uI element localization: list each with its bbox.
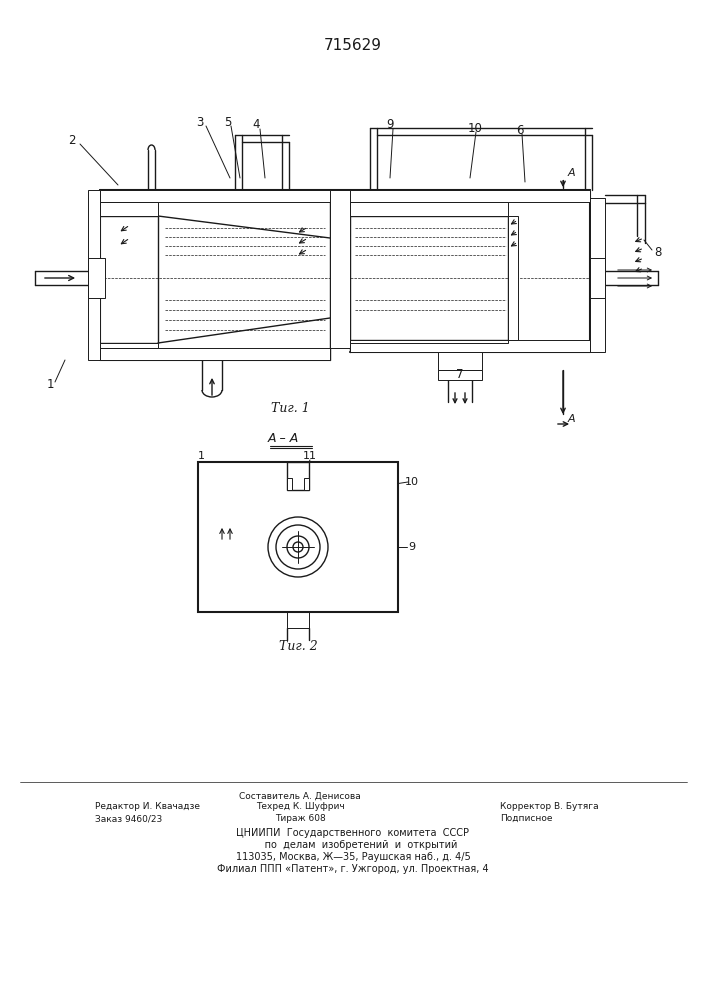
Bar bbox=[287, 462, 309, 490]
Bar bbox=[88, 190, 100, 360]
Text: 9: 9 bbox=[386, 118, 394, 131]
Bar bbox=[198, 462, 398, 612]
Text: Техред К. Шуфрич: Техред К. Шуфрич bbox=[256, 802, 344, 811]
Bar bbox=[88, 258, 105, 298]
Text: Τиг. 1: Τиг. 1 bbox=[271, 402, 310, 415]
Bar bbox=[198, 462, 398, 478]
Text: Тираж 608: Тираж 608 bbox=[274, 814, 325, 823]
Bar bbox=[438, 352, 482, 370]
Bar bbox=[350, 202, 508, 216]
Bar bbox=[438, 370, 482, 380]
Bar bbox=[304, 478, 309, 490]
Text: 6: 6 bbox=[516, 123, 524, 136]
Text: Τиг. 2: Τиг. 2 bbox=[279, 640, 317, 653]
Bar bbox=[330, 190, 350, 348]
Text: A – A: A – A bbox=[267, 432, 298, 445]
Text: 2: 2 bbox=[69, 133, 76, 146]
Text: 11: 11 bbox=[303, 451, 317, 461]
Circle shape bbox=[287, 536, 309, 558]
Bar bbox=[88, 190, 100, 360]
Bar bbox=[508, 216, 518, 340]
Bar bbox=[100, 343, 158, 348]
Bar bbox=[100, 190, 590, 202]
Bar bbox=[590, 258, 605, 298]
Text: 4: 4 bbox=[252, 118, 259, 131]
Bar bbox=[100, 348, 330, 360]
Bar bbox=[438, 370, 482, 380]
Bar bbox=[88, 258, 105, 298]
Bar bbox=[350, 202, 508, 216]
Text: Подписное: Подписное bbox=[500, 814, 552, 823]
Circle shape bbox=[293, 542, 303, 552]
Text: ЦНИИПИ  Государственного  комитета  СССР: ЦНИИПИ Государственного комитета СССР bbox=[237, 828, 469, 838]
Text: Заказ 9460/23: Заказ 9460/23 bbox=[95, 814, 162, 823]
Bar bbox=[350, 340, 590, 352]
Bar bbox=[590, 198, 605, 352]
Bar bbox=[198, 596, 398, 612]
Bar bbox=[330, 190, 350, 348]
Bar bbox=[100, 202, 158, 216]
Text: 1: 1 bbox=[46, 378, 54, 391]
Text: Составитель А. Денисова: Составитель А. Денисова bbox=[239, 792, 361, 801]
Bar bbox=[198, 462, 214, 612]
Text: Редактор И. Квачадзе: Редактор И. Квачадзе bbox=[95, 802, 200, 811]
Circle shape bbox=[276, 525, 320, 569]
Bar bbox=[382, 462, 398, 612]
Bar bbox=[350, 340, 508, 343]
Text: A: A bbox=[568, 414, 575, 424]
Text: 10: 10 bbox=[467, 121, 482, 134]
Text: 1: 1 bbox=[197, 451, 204, 461]
Text: Корректор В. Бутяга: Корректор В. Бутяга bbox=[500, 802, 599, 811]
Bar bbox=[350, 340, 590, 352]
Bar bbox=[100, 202, 158, 216]
Bar bbox=[382, 462, 398, 612]
Text: 715629: 715629 bbox=[324, 37, 382, 52]
Text: 113035, Москва, Ж—35, Раушская наб., д. 4/5: 113035, Москва, Ж—35, Раушская наб., д. … bbox=[235, 852, 470, 862]
Bar bbox=[287, 612, 309, 628]
Text: 8: 8 bbox=[654, 246, 662, 259]
Bar bbox=[198, 462, 398, 478]
Text: 3: 3 bbox=[197, 115, 204, 128]
Text: 10: 10 bbox=[405, 477, 419, 487]
Bar bbox=[304, 478, 309, 490]
Bar bbox=[100, 190, 590, 202]
Bar bbox=[100, 343, 158, 348]
Circle shape bbox=[268, 517, 328, 577]
Bar bbox=[100, 348, 330, 360]
Text: 7: 7 bbox=[456, 367, 464, 380]
Bar bbox=[287, 478, 292, 490]
Bar bbox=[287, 612, 309, 628]
Bar bbox=[287, 478, 292, 490]
Bar bbox=[350, 340, 508, 343]
Bar bbox=[198, 462, 214, 612]
Bar bbox=[438, 352, 482, 370]
Text: Филиал ППП «Патент», г. Ужгород, ул. Проектная, 4: Филиал ППП «Патент», г. Ужгород, ул. Про… bbox=[217, 864, 489, 874]
Bar bbox=[590, 258, 605, 298]
Text: по  делам  изобретений  и  открытий: по делам изобретений и открытий bbox=[249, 840, 457, 850]
Bar bbox=[198, 596, 398, 612]
Text: 5: 5 bbox=[224, 115, 232, 128]
Text: 9: 9 bbox=[409, 542, 416, 552]
Bar bbox=[508, 216, 518, 340]
Text: A: A bbox=[568, 168, 575, 178]
Bar bbox=[590, 198, 605, 352]
